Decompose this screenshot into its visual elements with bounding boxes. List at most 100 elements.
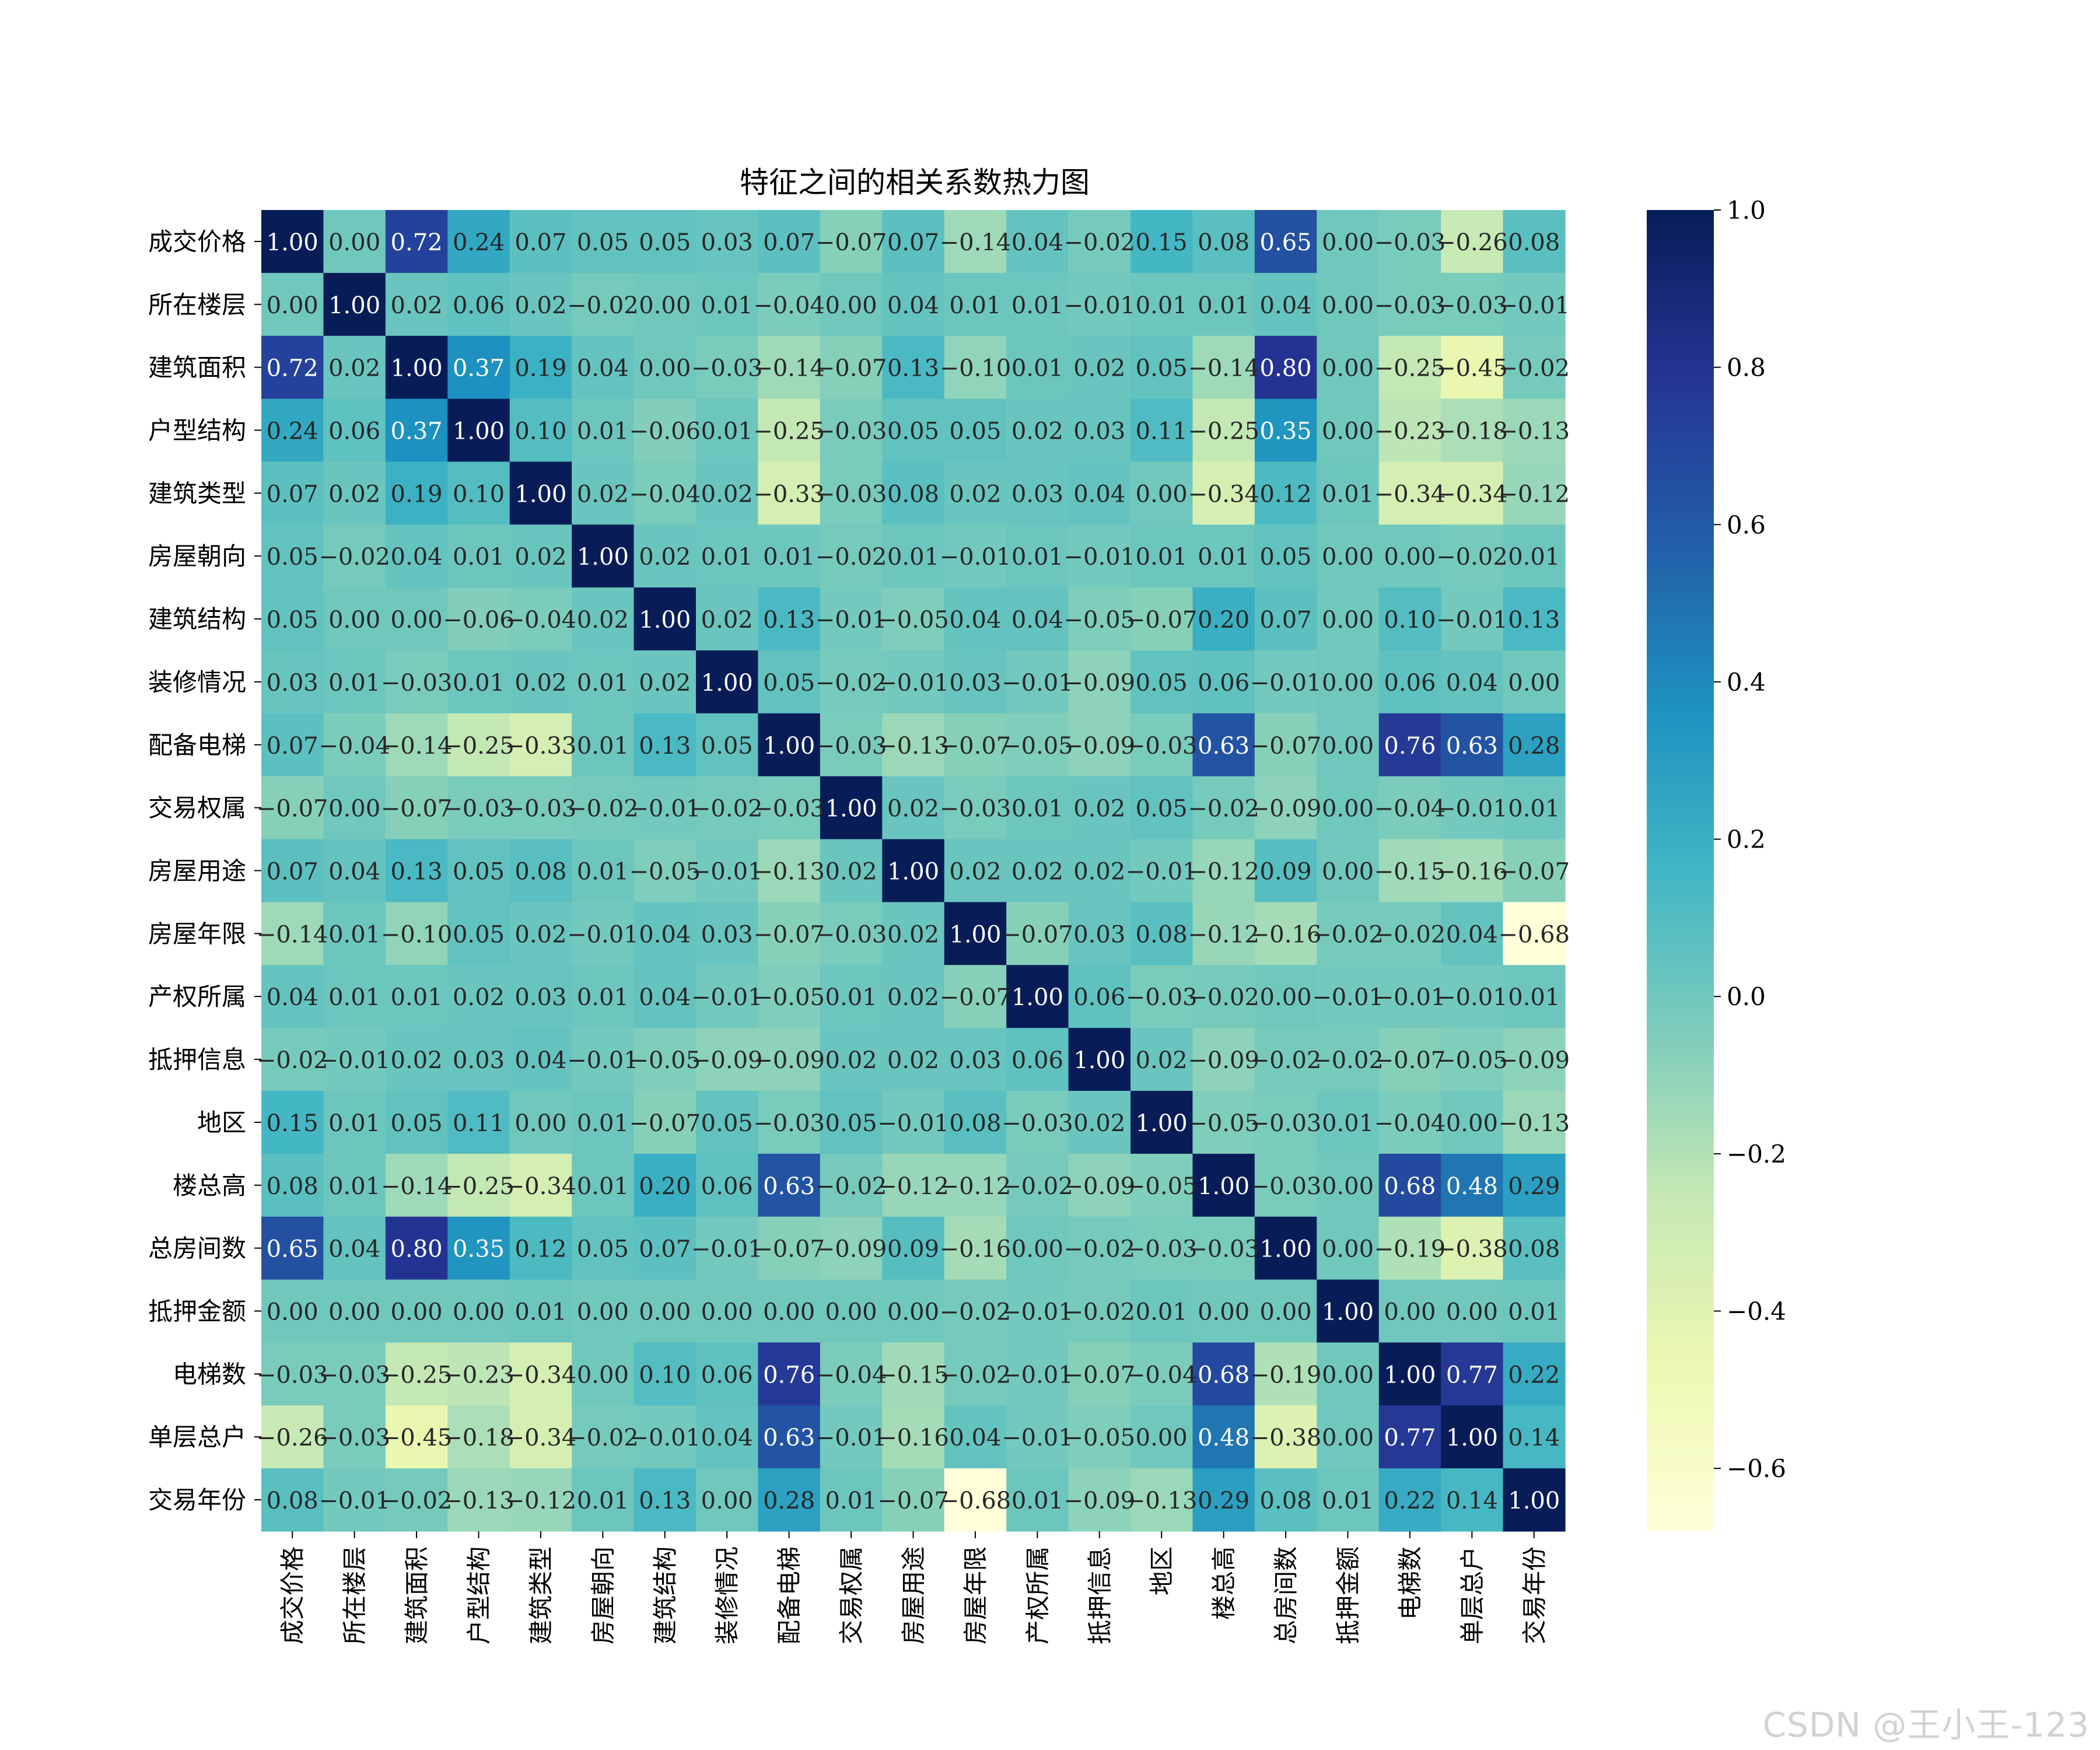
- cell-value-label: 0.02: [887, 796, 939, 822]
- heatmap-cell: [882, 1091, 945, 1154]
- cell-value-label: −0.16: [940, 1236, 1012, 1263]
- heatmap-cell: [572, 965, 635, 1028]
- heatmap-cell: [820, 335, 883, 400]
- cell-value-label: −0.25: [381, 1362, 453, 1388]
- y-tick-label: 地区: [197, 1108, 246, 1137]
- cell-value-label: −0.19: [1374, 1236, 1446, 1263]
- heatmap-cell: [323, 965, 386, 1028]
- cell-value-label: 0.00: [701, 1488, 753, 1514]
- cell-value-label: 0.35: [453, 1236, 505, 1263]
- cell-value-label: 0.02: [825, 859, 877, 886]
- cell-value-label: −0.25: [443, 733, 514, 760]
- cell-value-label: 1.00: [577, 544, 629, 570]
- heatmap-cell: [1006, 1279, 1069, 1343]
- heatmap-cell: [323, 1028, 386, 1091]
- heatmap-cell: [696, 1153, 759, 1217]
- heatmap-cell: [1317, 1468, 1380, 1532]
- heatmap-cell: [1006, 1216, 1069, 1280]
- heatmap-cell: [882, 1468, 945, 1532]
- cell-value-label: −0.05: [1002, 733, 1073, 760]
- heatmap-cell: [1378, 524, 1441, 588]
- heatmap-cell: [758, 839, 821, 903]
- heatmap-cell: [696, 902, 759, 965]
- heatmap-cell: [634, 461, 696, 525]
- cell-value-label: −0.25: [753, 418, 825, 445]
- heatmap-cell: [758, 1405, 821, 1469]
- heatmap-cell: [1068, 210, 1131, 274]
- cell-value-label: −0.07: [1064, 1362, 1136, 1388]
- heatmap-cell: [1317, 398, 1380, 463]
- y-tick-label: 房屋年限: [148, 919, 246, 948]
- heatmap-cell: [323, 1091, 386, 1154]
- cell-value-label: 1.00: [267, 229, 318, 256]
- heatmap-cell: [1317, 1342, 1380, 1406]
- heatmap-cell: [882, 1216, 945, 1280]
- heatmap-cell: [634, 1028, 696, 1091]
- heatmap-cell: [1503, 1342, 1566, 1406]
- cell-value-label: 0.01: [1136, 1299, 1188, 1326]
- colorbar-tick-label: 1.0: [1727, 196, 1766, 225]
- heatmap-cell: [1317, 1028, 1380, 1091]
- cell-value-label: −0.12: [877, 1173, 949, 1200]
- y-tick-label: 抵押金额: [148, 1297, 246, 1326]
- heatmap-cell: [696, 587, 759, 651]
- cell-value-label: −0.12: [1499, 481, 1570, 508]
- heatmap-cell: [1130, 713, 1194, 777]
- cell-value-label: −0.03: [318, 1424, 390, 1451]
- heatmap-cell: [385, 587, 448, 651]
- cell-value-label: −0.14: [257, 921, 328, 948]
- x-tick-label: 建筑类型: [527, 1546, 555, 1644]
- cell-value-label: 0.01: [1508, 796, 1560, 822]
- cell-value-label: 0.03: [514, 984, 566, 1011]
- heatmap-cell: [1192, 210, 1255, 274]
- cell-value-label: −0.34: [1436, 481, 1508, 508]
- watermark: CSDN @王小王-123: [1762, 1705, 2090, 1745]
- heatmap-cell: [758, 1091, 821, 1154]
- heatmap-cell: [1006, 1153, 1069, 1217]
- cell-value-label: 0.02: [1073, 796, 1125, 822]
- cell-value-label: −0.09: [1064, 670, 1136, 696]
- heatmap-cell: [1130, 650, 1194, 714]
- cell-value-label: −0.16: [877, 1424, 949, 1451]
- cell-value-label: 0.00: [1446, 1110, 1498, 1137]
- heatmap-cell: [634, 1468, 696, 1532]
- heatmap-cell: [1503, 902, 1566, 965]
- cell-value-label: −0.03: [691, 355, 763, 382]
- heatmap-cell: [1006, 776, 1069, 840]
- heatmap-cell: [509, 1342, 572, 1406]
- cell-value-label: 0.03: [701, 229, 753, 256]
- heatmap-cell: [944, 272, 1007, 337]
- cell-value-label: 0.02: [887, 984, 939, 1011]
- heatmap-cell: [572, 272, 635, 337]
- heatmap-cell: [634, 524, 696, 588]
- heatmap-cell: [572, 1468, 635, 1532]
- heatmap-cell: [820, 1153, 883, 1217]
- cell-value-label: 0.63: [1198, 733, 1250, 760]
- heatmap-cell: [882, 1153, 945, 1217]
- cell-value-label: 0.02: [639, 544, 691, 570]
- cell-value-label: 0.22: [1508, 1362, 1560, 1388]
- cell-value-label: 0.00: [1322, 1362, 1374, 1388]
- heatmap-cell: [1254, 965, 1317, 1028]
- heatmap-cell: [1130, 587, 1194, 651]
- cell-value-label: 1.00: [391, 355, 443, 382]
- cell-value-label: 0.04: [1446, 670, 1498, 696]
- heatmap-cell: [1068, 776, 1131, 840]
- heatmap-cell: [758, 965, 821, 1028]
- heatmap-cell: [261, 335, 324, 400]
- heatmap-cell: [323, 839, 386, 903]
- cell-value-label: −0.01: [1250, 670, 1322, 696]
- colorbar-tick-label: −0.2: [1727, 1140, 1786, 1168]
- heatmap-cell: [447, 650, 510, 714]
- cell-value-label: 0.01: [1322, 1488, 1374, 1514]
- cell-value-label: 1.00: [1012, 984, 1063, 1011]
- heatmap-cell: [572, 839, 635, 903]
- heatmap-cell: [696, 335, 759, 400]
- cell-value-label: 0.05: [1260, 544, 1312, 570]
- cell-value-label: −0.14: [381, 733, 453, 760]
- heatmap-cell: [261, 1216, 324, 1280]
- heatmap-cell: [509, 461, 572, 525]
- y-tick-label: 交易年份: [148, 1486, 246, 1514]
- heatmap-cell: [944, 524, 1007, 588]
- cell-value-label: 0.05: [701, 1110, 753, 1137]
